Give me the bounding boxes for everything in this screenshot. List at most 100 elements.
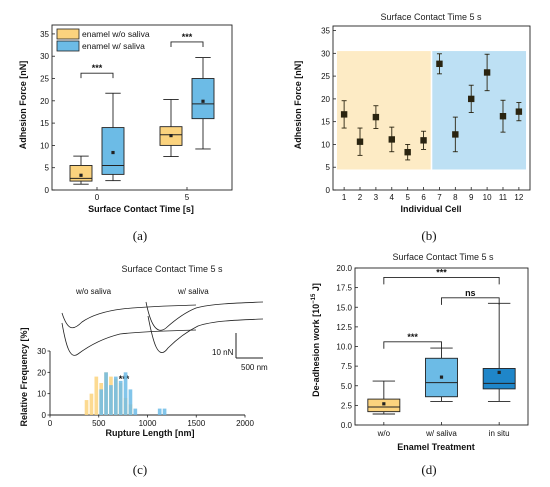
panel-c-bar-with-saliva xyxy=(104,372,108,415)
panel-b-data-point-cell-8 xyxy=(452,131,459,138)
panel-b-title: Surface Contact Time 5 s xyxy=(380,12,482,22)
panel-b-data-point-cell-7 xyxy=(436,60,443,68)
panel-c-title: Surface Contact Time 5 s xyxy=(121,264,223,274)
panel-d-ytick-label: 10.0 xyxy=(336,343,352,352)
panel-c-label: (c) xyxy=(133,462,147,477)
panel-b-xtick-label: 7 xyxy=(437,193,442,202)
panel-b-ytick-label: 25 xyxy=(321,72,330,81)
panel-c-xtick-label: 500 xyxy=(92,419,106,428)
panel-b-ylabel: Adhesion Force [nN] xyxy=(293,61,303,150)
panel-d-ylabel: De-adhesion work [10−15 J] xyxy=(311,283,321,397)
panel-c-xlabel: Rupture Length [nm] xyxy=(106,428,195,438)
force-distance-traces xyxy=(61,301,264,356)
panel-d-xlabel: Enamel Treatment xyxy=(397,442,475,452)
panel-b-data-point-cell-4 xyxy=(388,136,395,143)
panel-b-data-point-cell-12 xyxy=(515,108,523,115)
panel-d-title: Surface Contact Time 5 s xyxy=(392,252,494,262)
panel-a-ytick-label: 25 xyxy=(40,75,49,84)
panel-d-xtick-label: in situ xyxy=(489,429,510,438)
panel-b-data-point-cell-1 xyxy=(340,111,348,118)
panel-d-w-o-mean-marker xyxy=(382,402,386,406)
panel-b-data-point-cell-9 xyxy=(468,95,475,103)
trace-without-saliva-upper xyxy=(61,304,197,329)
panel-c-bar-with-saliva xyxy=(157,408,162,415)
panel-c-bar-without-saliva xyxy=(84,400,89,415)
panel-c-bar-with-saliva xyxy=(162,408,167,415)
panel-d-in-situ-mean-marker xyxy=(497,370,501,375)
panel-a-ylabel: Adhesion Force [nN] xyxy=(18,61,28,150)
panel-a-ytick-label: 5 xyxy=(45,164,50,173)
panel-a-without-saliva-0s-box xyxy=(69,165,93,182)
legend-swatch-without-saliva xyxy=(56,28,80,40)
panel-a-adhesion-force-box-plot: Adhesion Force [nN] Surface Contact Time… xyxy=(18,24,233,243)
panel-a-xtick-label: 0 xyxy=(95,193,100,202)
panel-b-xtick-label: 10 xyxy=(483,193,492,202)
panel-d-ytick-label: 15.0 xyxy=(336,303,352,312)
panel-b-ytick-label: 10 xyxy=(321,140,330,149)
trace-label-with-saliva: w/ saliva xyxy=(177,287,209,296)
panel-b-xtick-label: 4 xyxy=(390,193,395,202)
panel-b-data-point-cell-6 xyxy=(420,137,427,144)
panel-d-pair-1-significance-bracket xyxy=(441,297,500,305)
panel-b-xtick-label: 6 xyxy=(421,193,426,202)
panel-b-ytick-label: 20 xyxy=(321,95,330,104)
panel-d-pair-2-significance-bracket xyxy=(383,276,500,285)
panel-a-ytick-label: 0 xyxy=(45,186,50,195)
panel-a-ytick-label: 35 xyxy=(40,30,49,39)
panel-c-bar-without-saliva xyxy=(94,376,99,415)
panel-b-data-point-cell-5 xyxy=(404,148,411,156)
panel-c-xtick-label: 1000 xyxy=(139,419,157,428)
panel-a-ytick-label: 30 xyxy=(40,52,49,61)
panel-b-xtick-label: 3 xyxy=(374,193,379,202)
panel-d-pair-2-significance-label: *** xyxy=(436,267,447,277)
panel-d-pair-1-significance-label: ns xyxy=(465,288,476,298)
panel-c-ytick-label: 10 xyxy=(37,390,46,399)
panel-c-bar-without-saliva xyxy=(89,393,94,415)
panel-b-ytick-label: 35 xyxy=(321,27,330,36)
panel-a-with-saliva-0s-mean-marker xyxy=(111,150,115,155)
panel-b-xtick-label: 9 xyxy=(469,193,474,202)
panel-c-bar-with-saliva xyxy=(109,385,113,415)
panel-b-label: (b) xyxy=(421,228,436,243)
panel-d-ytick-label: 20.0 xyxy=(336,264,352,273)
trace-with-saliva-lower xyxy=(147,315,264,354)
panel-b-data-point-cell-11 xyxy=(499,113,507,120)
panel-c-bar-with-saliva xyxy=(113,376,118,415)
panel-d-label: (d) xyxy=(421,462,436,477)
panel-d-ytick-label: 17.5 xyxy=(336,284,352,293)
panel-c-ytick-label: 20 xyxy=(37,368,46,377)
scale-label-force: 10 nN xyxy=(212,348,234,357)
panel-a-ytick-label: 20 xyxy=(40,97,49,106)
panel-d-pair-0-significance-bracket xyxy=(383,341,442,349)
panel-c-bar-with-saliva xyxy=(118,380,123,415)
panel-c-ytick-label: 30 xyxy=(37,347,46,356)
panel-b-ytick-label: 30 xyxy=(321,49,330,58)
panel-a-without-saliva-0s-mean-marker xyxy=(79,173,83,177)
panel-d-xtick-label: w/o xyxy=(377,429,391,438)
panel-b-plot-frame xyxy=(332,25,531,191)
panel-b-xtick-label: 8 xyxy=(453,193,458,202)
trace-without-saliva-lower xyxy=(61,322,197,356)
panel-b-ytick-label: 0 xyxy=(326,186,331,195)
panel-b-individual-cell-plot: Surface Contact Time 5 s Adhesion Force … xyxy=(293,12,531,243)
legend-swatch-with-saliva xyxy=(56,40,80,52)
trace-with-saliva-upper xyxy=(145,301,264,331)
panel-a-ytick-label: 15 xyxy=(40,119,49,128)
panel-d-ytick-label: 5.0 xyxy=(341,382,353,391)
panel-d-xtick-label: w/ saliva xyxy=(425,429,457,438)
panel-d-de-adhesion-work-box-plot: Surface Contact Time 5 s De-adhesion wor… xyxy=(311,252,529,477)
panel-a-plot-frame xyxy=(51,24,233,191)
panel-b-xtick-label: 5 xyxy=(405,193,410,202)
legend-label-without-saliva: enamel w/o saliva xyxy=(82,29,150,39)
panel-a-group-5-significance-bracket xyxy=(170,41,204,47)
panel-b-xtick-label: 11 xyxy=(499,193,508,202)
panel-d-ytick-label: 7.5 xyxy=(341,362,353,371)
panel-a-group-0-significance-label: *** xyxy=(92,63,103,73)
panel-d-ytick-label: 2.5 xyxy=(341,401,353,410)
panel-b-ytick-label: 15 xyxy=(321,118,330,127)
panel-b-xlabel: Individual Cell xyxy=(400,204,461,214)
panel-c-ytick-label: 0 xyxy=(42,411,47,420)
panel-c-bar-with-saliva xyxy=(133,408,138,415)
panel-a-xtick-label: 5 xyxy=(185,193,190,202)
panel-a-xlabel: Surface Contact Time [s] xyxy=(88,204,194,214)
